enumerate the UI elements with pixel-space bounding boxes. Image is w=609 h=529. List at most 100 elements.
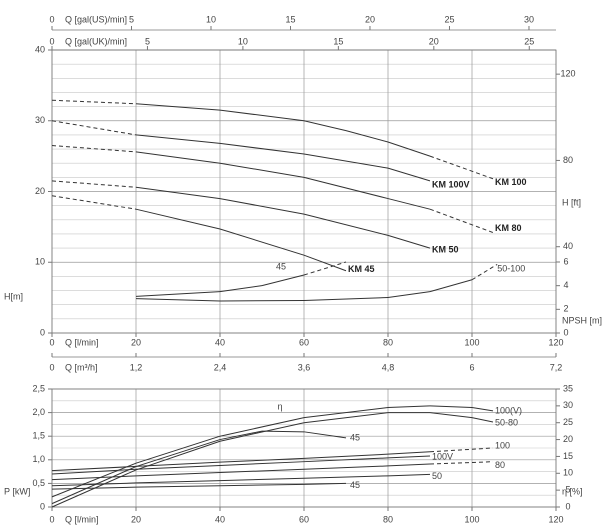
curve-segment (135, 472, 221, 477)
curve-segment (219, 483, 305, 487)
npsh-axis-label: NPSH [m] (562, 315, 602, 325)
y-tick-label: 10 (35, 257, 45, 267)
y2-tick-label: 30 (563, 400, 573, 410)
x-tick-label: 60 (299, 337, 309, 347)
y-tick-label: 0,5 (32, 478, 45, 488)
curve-segment (471, 407, 494, 412)
curve-label: KM 100 (495, 177, 527, 187)
curve-segment (303, 297, 389, 301)
axis-tick-label: 4,8 (382, 362, 395, 372)
curve-group-label: η (277, 401, 282, 411)
curve-segment (303, 457, 389, 463)
curve-segment (387, 141, 431, 157)
curve-segment (135, 480, 221, 484)
curve-segment (135, 439, 221, 468)
x-tick-label: 100 (464, 337, 479, 347)
curve-segment (219, 162, 305, 178)
curve-segment (429, 405, 473, 409)
curve-segment (387, 463, 431, 467)
y-axis-label: H[m] (4, 291, 23, 301)
curve-label: 50-80 (495, 417, 518, 427)
curve-label: 100(V) (495, 405, 522, 415)
curve-segment (303, 261, 347, 276)
curve-segment (429, 447, 494, 453)
y2-tick-label: 35 (563, 383, 573, 393)
axis-tick-label: 3,6 (298, 362, 311, 372)
curve-segment (135, 186, 221, 200)
curve-segment (135, 485, 221, 488)
curve-segment (303, 431, 347, 439)
curve-segment (135, 461, 221, 467)
curve-segment (135, 464, 221, 470)
x-tick-label: 20 (131, 337, 141, 347)
curve-segment (303, 153, 389, 169)
npsh-tick-label: 4 (563, 280, 568, 290)
y-tick-label: 30 (35, 115, 45, 125)
curve-segment (51, 486, 137, 490)
curve-segment (387, 198, 431, 210)
curve-segment (135, 435, 221, 464)
x-tick-label: 120 (548, 514, 563, 524)
npsh-tick-label: 2 (563, 304, 568, 314)
curve-segment (51, 468, 137, 475)
curve-label: KM 80 (495, 223, 522, 233)
curve-label: 45 (276, 261, 286, 271)
curve-label: 100 (495, 440, 510, 450)
curve-segment (471, 417, 494, 423)
x-tick-label: 80 (383, 514, 393, 524)
curve-label: KM 100V (432, 179, 470, 189)
y2-axis-label: H [ft] (562, 197, 581, 207)
curve-label: 80 (495, 460, 505, 470)
axis-tick-label: 5 (145, 36, 150, 46)
curve-segment (303, 465, 389, 470)
x-tick-label: 0 (49, 337, 54, 347)
y-tick-label: 2,5 (32, 383, 45, 393)
curve-segment (387, 405, 431, 409)
curve-segment (303, 412, 389, 424)
x-tick-label: 20 (131, 514, 141, 524)
y-tick-label: 20 (35, 186, 45, 196)
npsh-tick-label: 0 (563, 327, 568, 337)
curve-segment (303, 453, 389, 459)
axis-tick-label: 2,4 (214, 362, 227, 372)
y-axis-label: P [kW] (4, 486, 30, 496)
axis-tick-label: 25 (524, 36, 534, 46)
curve-segment (51, 195, 137, 210)
curve-segment (429, 279, 473, 293)
y-tick-label: 0 (40, 501, 45, 511)
axis-tick-label: 20 (365, 14, 375, 24)
x-axis-label: Q [l/min] (65, 337, 99, 347)
y-tick-label: 2,0 (32, 407, 45, 417)
curve-segment (303, 407, 389, 419)
curve-segment (51, 475, 137, 481)
curve-segment (429, 412, 473, 419)
axis-label: Q [gal(US)/min] (65, 14, 127, 24)
curve-segment (219, 417, 305, 437)
y-tick-label: 1,0 (32, 454, 45, 464)
axis-tick-label: 0 (49, 36, 54, 46)
curve-segment (51, 466, 137, 505)
npsh-tick-label: 6 (563, 256, 568, 266)
x-tick-label: 60 (299, 514, 309, 524)
axis-tick-label: 30 (524, 14, 534, 24)
axis-tick-label: 6 (469, 362, 474, 372)
curve-segment (135, 291, 221, 297)
y2-tick-label: 40 (563, 241, 573, 251)
curve-segment (51, 482, 137, 487)
curve-label: 100V (432, 451, 453, 461)
y2-tick-label: 20 (563, 434, 573, 444)
curve-segment (261, 274, 305, 287)
axis-tick-label: 1,2 (130, 362, 143, 372)
y2-tick-label: 10 (563, 468, 573, 478)
curve-segment (51, 145, 137, 153)
axis-tick-label: 10 (206, 14, 216, 24)
curve-segment (51, 99, 137, 105)
axis-tick-label: 0 (49, 14, 54, 24)
curve-segment (429, 461, 494, 465)
x-tick-label: 80 (383, 337, 393, 347)
axis-tick-label: 7,2 (550, 362, 563, 372)
curve-segment (51, 465, 137, 472)
y2-axis-label: η [%] (562, 486, 583, 496)
curve-segment (429, 208, 494, 234)
x-tick-label: 40 (215, 514, 225, 524)
